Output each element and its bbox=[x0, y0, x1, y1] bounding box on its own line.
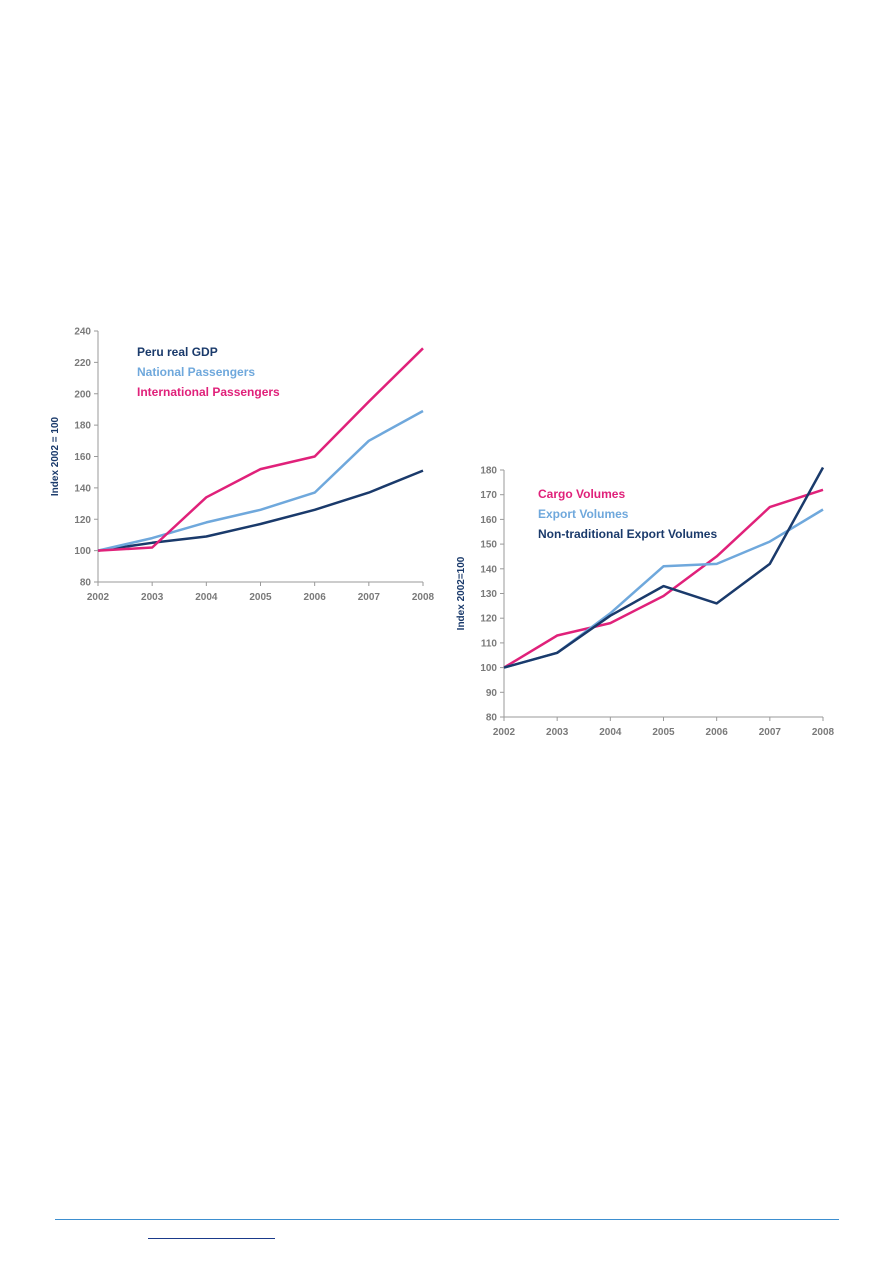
y-tick-label: 90 bbox=[486, 688, 498, 699]
y-tick-label: 220 bbox=[74, 358, 91, 369]
y-tick-label: 150 bbox=[480, 540, 497, 551]
y-tick-label: 100 bbox=[74, 546, 91, 557]
y-tick-label: 170 bbox=[480, 490, 497, 501]
chart-passengers-gdp: 80 100 120 140 160 180 200 220 240 2002 2003 2004 20… bbox=[40, 320, 440, 610]
x-tick-label: 2004 bbox=[195, 592, 218, 603]
series-line-national-passengers bbox=[97, 409, 424, 552]
y-tick-label: 80 bbox=[80, 578, 92, 589]
y-tick-label: 100 bbox=[480, 663, 497, 674]
legend-entry: Non-traditional Export Volumes bbox=[538, 527, 717, 541]
legend-entry: Export Volumes bbox=[538, 507, 629, 521]
footer-divider bbox=[55, 1219, 839, 1220]
x-tick-label: 2008 bbox=[412, 592, 435, 603]
x-tick-label: 2007 bbox=[759, 727, 782, 738]
y-tick-label: 160 bbox=[480, 515, 497, 526]
y-tick-label: 130 bbox=[480, 589, 497, 600]
y-tick-label: 240 bbox=[74, 327, 91, 338]
y-tick-label: 120 bbox=[480, 614, 497, 625]
footer-link-underline bbox=[148, 1238, 275, 1239]
chart-2-svg: 80 90 100 110 120 130 140 150 160 170 180 2002 2003 2… bbox=[456, 466, 835, 739]
x-tick-label: 2002 bbox=[87, 592, 110, 603]
y-tick-label: 110 bbox=[481, 638, 498, 649]
y-tick-label: 140 bbox=[480, 564, 497, 575]
y-tick-label: 200 bbox=[74, 389, 91, 400]
legend-entry: National Passengers bbox=[137, 365, 255, 379]
series-line-peru-real-gdp bbox=[97, 469, 424, 552]
x-tick-label: 2006 bbox=[706, 727, 729, 738]
series-line-non-traditional-export-volumes bbox=[503, 466, 825, 669]
y-axis-label: Index 2002=100 bbox=[456, 556, 467, 630]
chart-1-svg: 80 100 120 140 160 180 200 220 240 2002 2003 2004 20… bbox=[50, 327, 435, 604]
series-line-cargo-volumes bbox=[503, 488, 824, 669]
y-tick-label: 140 bbox=[74, 483, 91, 494]
y-axis-label: Index 2002 = 100 bbox=[50, 416, 61, 496]
series-line-international-passengers bbox=[97, 347, 424, 552]
y-tick-label: 120 bbox=[74, 515, 91, 526]
legend-entry: International Passengers bbox=[137, 385, 280, 399]
x-tick-label: 2006 bbox=[304, 592, 327, 603]
x-tick-label: 2005 bbox=[249, 592, 272, 603]
y-tick-label: 160 bbox=[74, 452, 91, 463]
legend-entry: Cargo Volumes bbox=[538, 487, 625, 501]
y-tick-label: 180 bbox=[74, 421, 91, 432]
x-tick-label: 2005 bbox=[652, 727, 675, 738]
legend-entry: Peru real GDP bbox=[137, 345, 218, 359]
x-tick-label: 2003 bbox=[546, 727, 569, 738]
y-tick-label: 180 bbox=[480, 466, 497, 477]
x-tick-label: 2002 bbox=[493, 727, 516, 738]
y-tick-label: 80 bbox=[486, 713, 498, 724]
x-tick-label: 2007 bbox=[358, 592, 381, 603]
chart-cargo-exports: 80 90 100 110 120 130 140 150 160 170 180 2002 2003 2… bbox=[445, 455, 845, 745]
x-tick-label: 2008 bbox=[812, 727, 835, 738]
x-tick-label: 2004 bbox=[599, 727, 622, 738]
x-tick-label: 2003 bbox=[141, 592, 164, 603]
